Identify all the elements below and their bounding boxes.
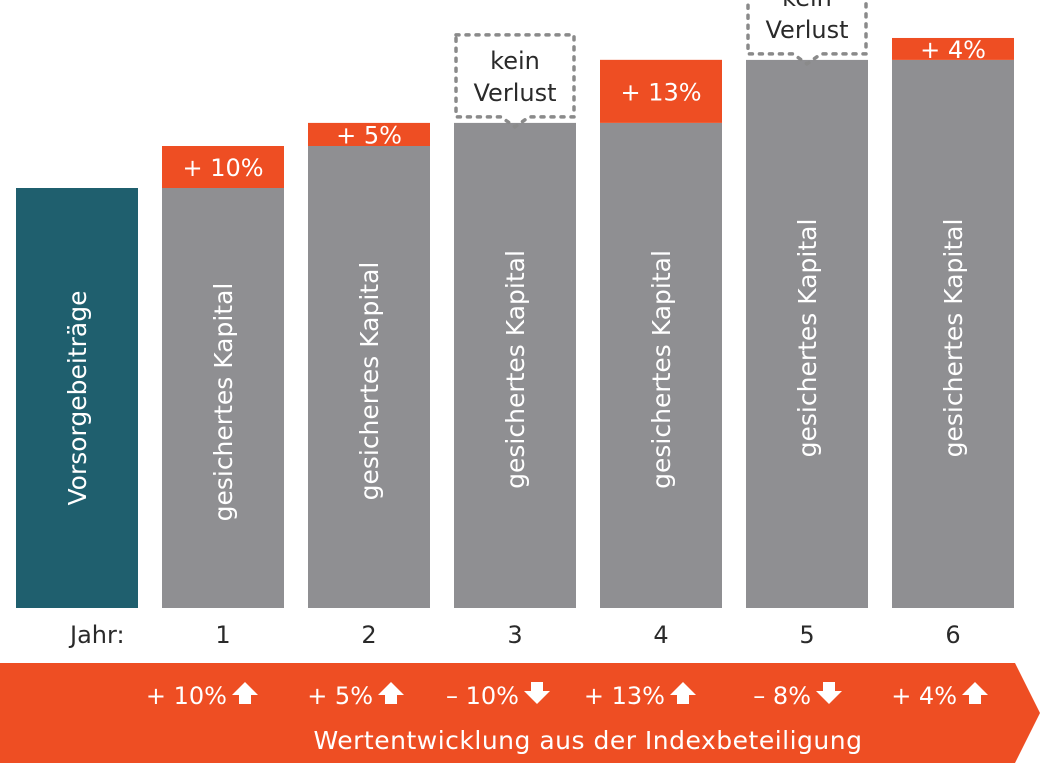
arrow-up-icon-2 (378, 682, 404, 704)
gain-label-2: + 5% (336, 121, 402, 149)
bar-gain-2 (308, 122, 430, 146)
year-prefix-label: Jahr: (68, 621, 125, 649)
year-label-3: 3 (507, 621, 522, 649)
year-label-2: 2 (361, 621, 376, 649)
banner-arrow-shape (0, 663, 1040, 763)
performance-label-1: + 10% (146, 682, 227, 710)
year-label-4: 4 (653, 621, 668, 649)
year-label-1: 1 (215, 621, 230, 649)
arrow-down-icon-3 (524, 682, 550, 704)
arrow-down-icon-5 (816, 682, 842, 704)
bar-secured-capital-label-1: gesichertes Kapital (209, 283, 238, 522)
bar-secured-capital-label-3: gesichertes Kapital (501, 250, 530, 489)
bar-secured-capital-4 (600, 122, 722, 609)
bars-group: Vorsorgebeiträge gesichertes Kapital + 10%… (16, 0, 1014, 609)
no-loss-callout-3 (454, 33, 576, 130)
arrow-up-icon-1 (232, 682, 258, 704)
bar-secured-capital-1 (162, 188, 284, 608)
arrow-up-icon-4 (670, 682, 696, 704)
gain-label-1: + 10% (182, 154, 263, 182)
bar-vorsorgebeitraege (16, 188, 138, 608)
performance-label-6: + 4% (891, 682, 957, 710)
bar-secured-capital-5 (746, 59, 868, 608)
bar-secured-capital-3 (454, 122, 576, 609)
no-loss-callout-5 (746, 0, 868, 67)
performance-label-3: – 10% (446, 682, 519, 710)
year-label-6: 6 (945, 621, 960, 649)
bar-gain-1 (162, 146, 284, 188)
bar-secured-capital-2 (308, 146, 430, 608)
arrow-up-icon-6 (962, 682, 988, 704)
bar-gain-4 (600, 59, 722, 123)
performance-banner: + 10% + 5% – 10% + 13% – 8% + 4% Wertentwickl… (0, 663, 1040, 763)
bar-secured-capital-label-5: gesichertes Kapital (793, 219, 822, 458)
bar-secured-capital-6 (892, 59, 1014, 608)
no-loss-line2-3: Verlust (474, 79, 557, 107)
no-loss-line2-5: Verlust (766, 16, 849, 44)
no-loss-line1-5: kein (782, 0, 832, 12)
bar-secured-capital-label-6: gesichertes Kapital (939, 219, 968, 458)
bar-secured-capital-label-4: gesichertes Kapital (647, 250, 676, 489)
bar-gain-6 (892, 37, 1014, 60)
performance-label-2: + 5% (307, 682, 373, 710)
bar-secured-capital-label-2: gesichertes Kapital (355, 262, 384, 501)
no-loss-line1-3: kein (490, 47, 540, 75)
year-label-5: 5 (799, 621, 814, 649)
banner-title: Wertentwicklung aus der Indexbeteiligung (314, 726, 863, 755)
gain-label-4: + 13% (620, 78, 701, 106)
performance-label-5: – 8% (753, 682, 811, 710)
performance-items: + 10% + 5% – 10% + 13% – 8% + 4% (146, 682, 988, 710)
year-axis: Jahr: 1 2 3 4 5 6 (68, 621, 961, 649)
performance-label-4: + 13% (584, 682, 665, 710)
gain-label-6: + 4% (920, 36, 986, 64)
bar-vorsorgebeitraege-label: Vorsorgebeiträge (63, 291, 92, 506)
